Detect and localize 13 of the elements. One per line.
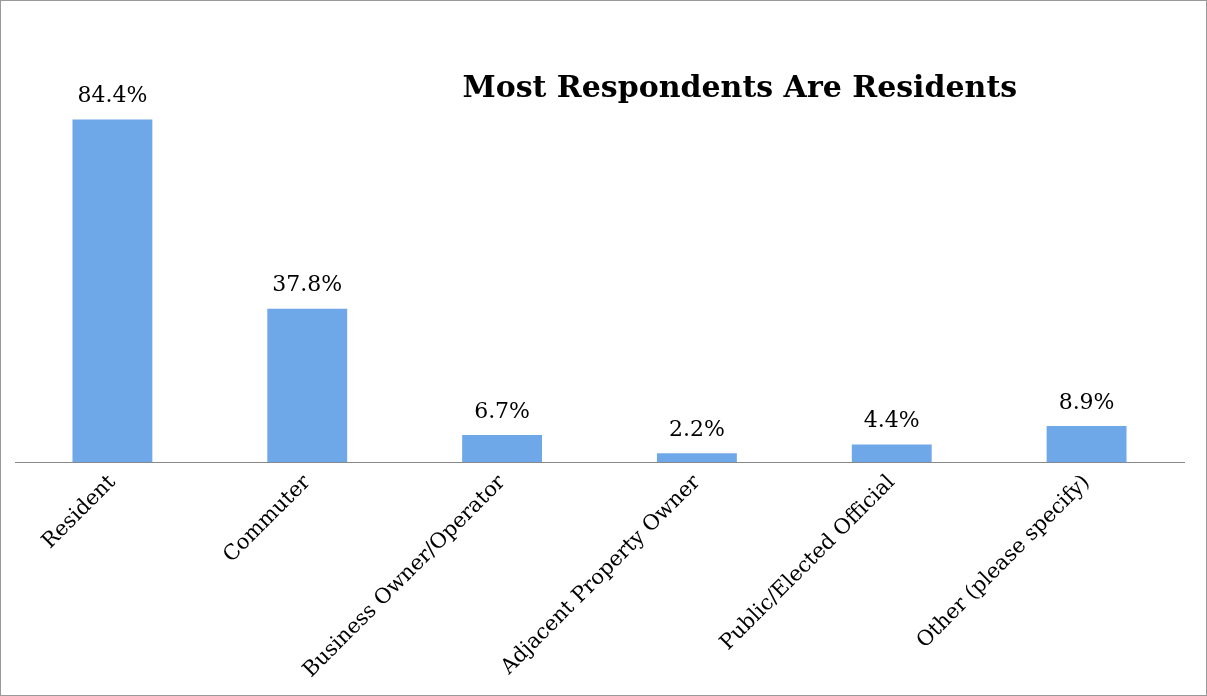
bar (72, 119, 153, 463)
data-label: 6.7% (474, 397, 531, 423)
chart-title: Most Respondents Are Residents (462, 68, 1018, 104)
bar (267, 308, 348, 463)
data-label: 84.4% (77, 82, 148, 108)
bar (1046, 426, 1127, 463)
data-label: 4.4% (863, 407, 920, 433)
data-label: 2.2% (668, 416, 725, 442)
data-label: 8.9% (1058, 388, 1115, 414)
bar (656, 453, 737, 463)
data-label: 37.8% (272, 271, 343, 297)
bar (851, 444, 932, 463)
bar (462, 435, 543, 463)
